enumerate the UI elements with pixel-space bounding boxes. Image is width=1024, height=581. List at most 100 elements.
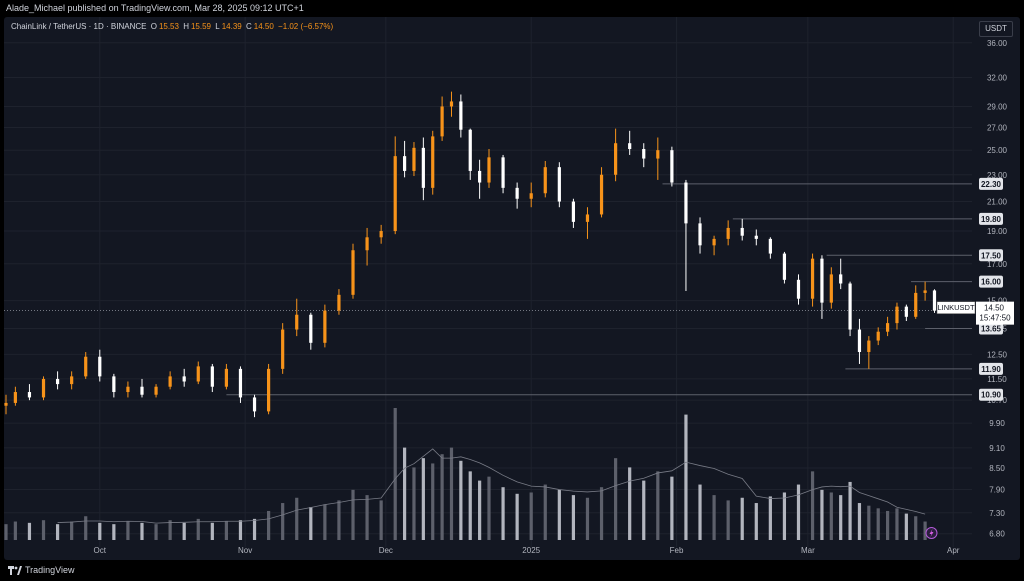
price-tick-label: 27.00 (987, 124, 1008, 133)
level-badge (979, 322, 1003, 335)
brand[interactable]: TradingView (8, 565, 75, 576)
price-tick-label: 29.00 (987, 102, 1008, 111)
lightning-icon[interactable] (925, 527, 938, 539)
candle (295, 298, 299, 337)
volume-bar (393, 408, 397, 540)
candle-body (440, 106, 444, 137)
candle-body (932, 290, 937, 311)
level-badge-label: 10.90 (981, 391, 1002, 400)
candle (543, 160, 547, 198)
price-chart[interactable]: 36.00 32.00 29.00 27.00 25.00 23.00 21.00 19.00… (4, 17, 1020, 560)
volume-bar (867, 505, 871, 540)
publisher-caption: Alade_Michael published on TradingView.c… (6, 3, 304, 13)
candle-body (154, 386, 158, 395)
volume-bar (337, 500, 341, 540)
volume-bar (98, 522, 102, 540)
volume-bar (210, 522, 214, 540)
open-value: 15.53 (158, 22, 179, 31)
time-axis-label: Feb (670, 546, 684, 555)
candle-body (393, 156, 397, 232)
candle (337, 289, 341, 315)
time-axis-label: 2025 (522, 546, 540, 555)
symbol-name[interactable]: ChainLink / TetherUS · 1D · BINANCE (11, 22, 147, 31)
current-price-value: 14.50 (984, 304, 1005, 313)
brand-name: TradingView (25, 565, 75, 575)
level-badge (979, 275, 1003, 288)
candle-body (923, 290, 927, 293)
volume-bar (224, 521, 228, 540)
price-tick-label: 11.50 (987, 375, 1007, 384)
volume-bar (487, 476, 491, 540)
volume-bar (323, 504, 327, 540)
candle-body (501, 157, 505, 188)
candle (670, 146, 674, 187)
candle (323, 304, 327, 348)
volume-bar (712, 495, 716, 540)
volume-bar (182, 522, 186, 540)
candle (726, 220, 730, 246)
volume-bar (440, 454, 444, 540)
candle (614, 128, 618, 182)
price-tick-label: 21.00 (987, 198, 1008, 207)
candle (224, 363, 228, 390)
price-tick-label: 23.00 (987, 171, 1008, 180)
volume-bar (895, 508, 899, 540)
volume-bar (140, 522, 144, 540)
candle-body (895, 306, 899, 324)
price-tick-label: 17.00 (987, 260, 1008, 269)
volume-bar (402, 447, 407, 540)
candle (365, 227, 369, 266)
candle (4, 394, 8, 415)
candle-body (459, 101, 463, 130)
volume-bar (431, 463, 435, 540)
symbol-price-tag-label: LINKUSDT (937, 303, 975, 312)
candle-body (914, 292, 918, 317)
time-axis-label: Dec (379, 546, 393, 555)
candle (684, 179, 688, 292)
volume-bar (642, 480, 646, 540)
candle (712, 235, 716, 256)
price-tick-label: 7.30 (989, 509, 1005, 518)
volume-bar (923, 521, 927, 540)
volume-ma-line (57, 448, 926, 524)
candle (501, 154, 505, 194)
currency-button[interactable]: USDT (979, 21, 1013, 37)
candle (412, 142, 416, 177)
volume-bar (84, 516, 88, 540)
candle (421, 137, 425, 201)
volume-bar (4, 524, 8, 540)
candle-body (98, 356, 102, 377)
candle-body (196, 366, 200, 382)
candle (238, 366, 243, 403)
chart-frame[interactable]: 36.00 32.00 29.00 27.00 25.00 23.00 21.00 19.00… (4, 17, 1020, 560)
volume-bar (848, 481, 852, 540)
low-key: L (215, 22, 220, 31)
candle (895, 302, 899, 330)
volume-bar (412, 467, 416, 540)
volume-bar (543, 484, 547, 540)
candle (599, 167, 604, 218)
candle-body (13, 392, 17, 403)
candle (740, 218, 744, 241)
candle (459, 94, 463, 138)
price-tick-label: 19.00 (987, 227, 1008, 236)
candle-body (27, 392, 32, 398)
volume-bar (421, 458, 425, 540)
candle (13, 386, 17, 406)
volume-bar (614, 458, 618, 540)
volume-bar (351, 489, 355, 540)
price-tick-label: 12.50 (987, 350, 1008, 359)
candle-body (478, 170, 482, 183)
volume-bar (839, 495, 843, 540)
volume-bar (782, 492, 787, 540)
candle-body (112, 376, 116, 393)
candle-body (449, 101, 454, 107)
candle-body (740, 227, 744, 236)
volume-bar (857, 503, 862, 540)
candle-body (599, 174, 604, 215)
volume-bar (820, 489, 824, 540)
volume-bar (876, 508, 880, 540)
candle (27, 384, 32, 401)
candle (698, 217, 702, 254)
candle-body (252, 397, 257, 412)
